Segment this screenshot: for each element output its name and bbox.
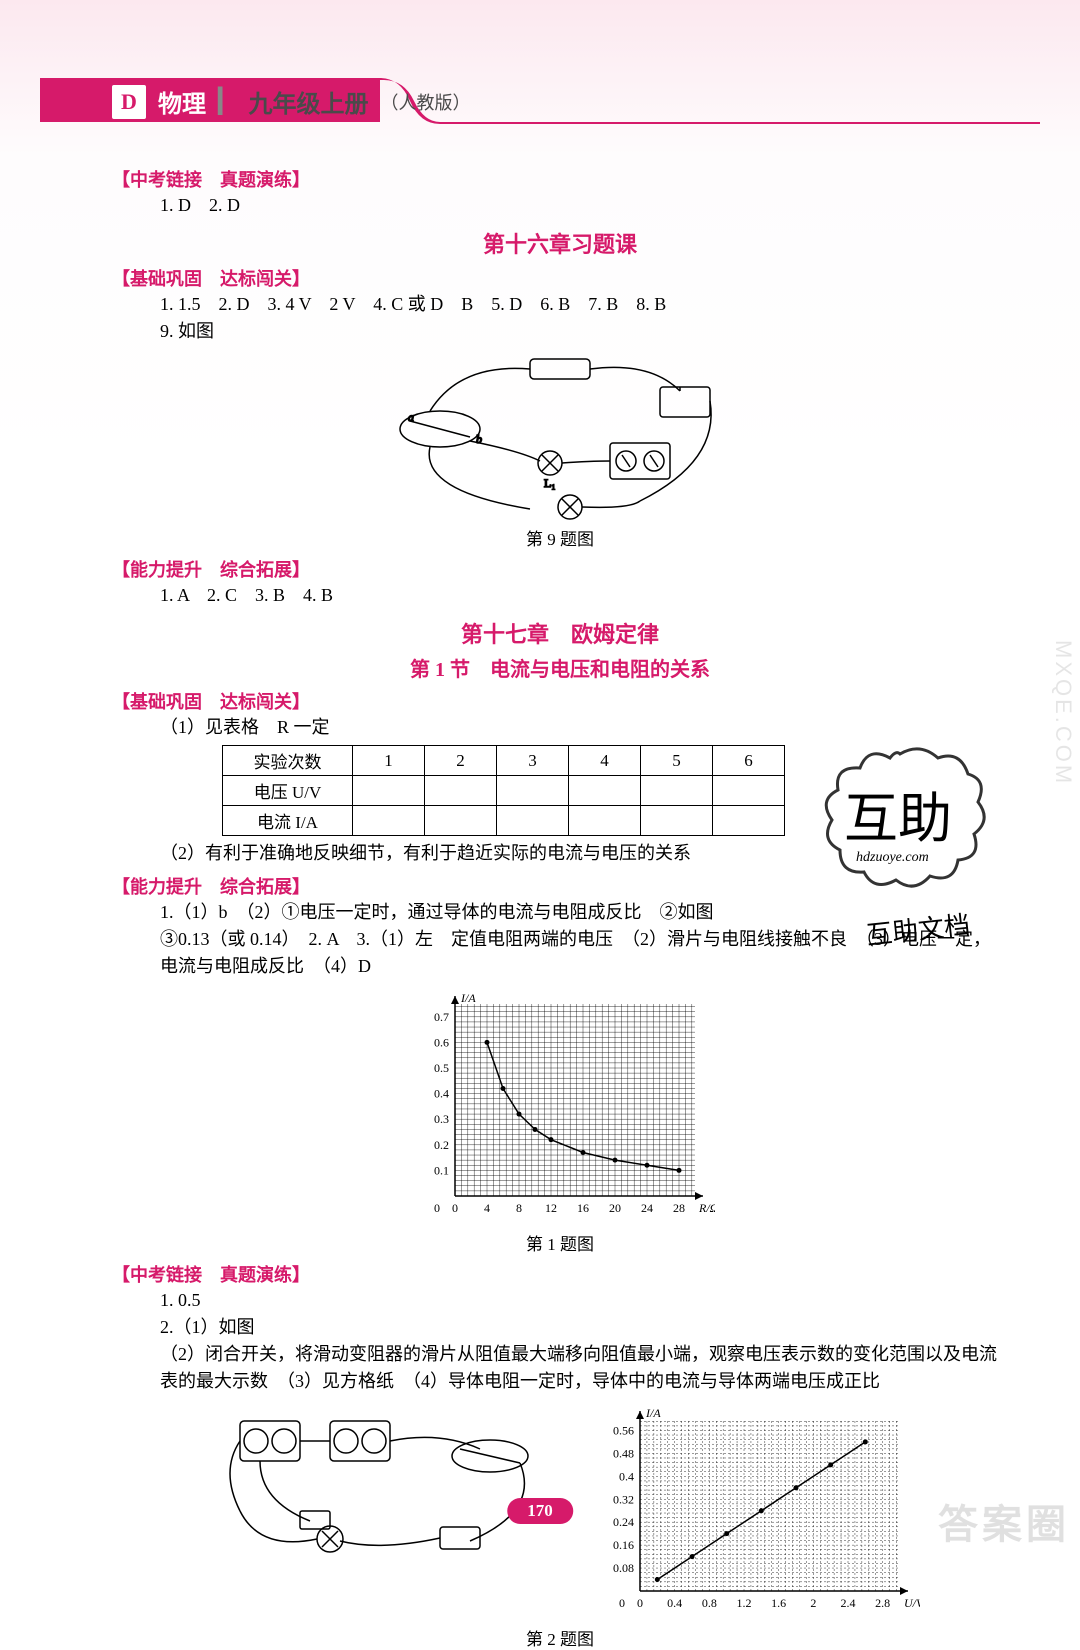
experiment-table: 实验次数 1 2 3 4 5 6 电压 U/V 电流 I/A <box>222 745 785 836</box>
figure-2-caption: 第 2 题图 <box>112 1625 1008 1650</box>
stamp-watermark: 互助 hdzuoye.com <box>810 740 990 900</box>
answers-line: 2.（1）如图 <box>160 1314 1008 1341</box>
svg-text:0.3: 0.3 <box>434 1112 449 1126</box>
answers-line: （1）见表格 R 一定 <box>160 714 1008 741</box>
svg-text:0.7: 0.7 <box>434 1010 449 1024</box>
stamp-text: 互助 <box>844 774 952 853</box>
watermark-side: MXQE.COM <box>1050 640 1076 786</box>
svg-text:1.2: 1.2 <box>737 1596 752 1610</box>
svg-text:0: 0 <box>637 1596 643 1610</box>
table-cell: 3 <box>497 746 569 776</box>
svg-text:R/Ω: R/Ω <box>698 1201 715 1215</box>
svg-text:L₂: L₂ <box>564 520 576 521</box>
answers-line: 9. 如图 <box>160 318 1008 345</box>
table-row-header: 电流 I/A <box>223 806 353 836</box>
section-exam-link-2: 【中考链接 真题演练】 <box>112 1261 1008 1287</box>
header-edition: （人教版） <box>380 89 470 115</box>
answers-line: 1. A 2. C 3. B 4. B <box>160 582 1008 609</box>
svg-text:4: 4 <box>484 1201 490 1215</box>
svg-text:2: 2 <box>810 1596 816 1610</box>
svg-text:2.4: 2.4 <box>841 1596 856 1610</box>
answers-line: 1. D 2. D <box>160 192 1008 219</box>
svg-text:0.5: 0.5 <box>434 1061 449 1075</box>
svg-text:0.6: 0.6 <box>434 1035 449 1049</box>
svg-text:0.1: 0.1 <box>434 1163 449 1177</box>
svg-text:0.8: 0.8 <box>702 1596 717 1610</box>
svg-text:0.48: 0.48 <box>613 1446 634 1460</box>
chapter-17-title: 第十七章 欧姆定律 <box>112 617 1008 649</box>
figure-2-circuit <box>200 1401 560 1581</box>
svg-text:28: 28 <box>673 1201 685 1215</box>
figure-1-caption: 第 1 题图 <box>112 1230 1008 1255</box>
table-cell: 4 <box>569 746 641 776</box>
chapter-16-title: 第十六章习题课 <box>112 227 1008 259</box>
answers-line: （2）闭合开关，将滑动变阻器的滑片从阻值最大端移向阻值最小端，观察电压表示数的变… <box>160 1341 1008 1395</box>
svg-text:U/V: U/V <box>904 1596 920 1610</box>
svg-text:0: 0 <box>619 1596 625 1610</box>
svg-text:1.6: 1.6 <box>771 1596 786 1610</box>
svg-text:0.32: 0.32 <box>613 1492 634 1506</box>
svg-text:0: 0 <box>452 1201 458 1215</box>
header-grade: 九年级上册 <box>248 84 368 119</box>
table-row-header: 实验次数 <box>223 746 353 776</box>
svg-text:0.2: 0.2 <box>434 1138 449 1152</box>
table-cell: 6 <box>713 746 785 776</box>
svg-text:8: 8 <box>516 1201 522 1215</box>
svg-text:a: a <box>408 410 414 424</box>
section-basic-1: 【基础巩固 达标闯关】 <box>112 265 1008 291</box>
figure-2-chart: 0 0.4 0.8 1.2 1.6 2 2.4 2.8 0.08 0.16 0.24 0.32 0.4 0… <box>590 1401 920 1621</box>
section-ability-1: 【能力提升 综合拓展】 <box>112 556 1008 582</box>
answers-line: 1. 1.5 2. D 3. 4 V 2 V 4. C 或 D B 5. D 6… <box>160 291 1008 318</box>
content: 【中考链接 真题演练】 1. D 2. D 第十六章习题课 【基础巩固 达标闯关… <box>112 160 1008 1650</box>
svg-text:L₁: L₁ <box>544 476 556 490</box>
chapter-17-section-1: 第 1 节 电流与电压和电阻的关系 <box>112 653 1008 682</box>
svg-text:0.4: 0.4 <box>619 1469 634 1483</box>
table-row-header: 电压 U/V <box>223 776 353 806</box>
svg-text:0.08: 0.08 <box>613 1561 634 1575</box>
table-cell: 5 <box>641 746 713 776</box>
svg-text:2.8: 2.8 <box>875 1596 890 1610</box>
svg-text:16: 16 <box>577 1201 589 1215</box>
basic1-l1: 1. 1.5 2. D 3. 4 V 2 V 4. C 或 D B 5. D 6… <box>160 294 666 314</box>
header-divider: ▎ <box>218 87 236 116</box>
table-cell: 2 <box>425 746 497 776</box>
figure-9-caption: 第 9 题图 <box>112 525 1008 550</box>
page-number: 170 <box>507 1498 573 1524</box>
svg-text:0.24: 0.24 <box>613 1515 634 1529</box>
section-exam-link: 【中考链接 真题演练】 <box>112 166 1008 192</box>
figure-9-circuit: a b L₁ L₂ <box>390 351 730 521</box>
stamp-url: hdzuoye.com <box>856 850 929 866</box>
header-banner: D 物理 ▎ 九年级上册 （人教版） <box>40 78 1040 124</box>
svg-text:0: 0 <box>434 1201 440 1215</box>
svg-text:0.4: 0.4 <box>667 1596 682 1610</box>
svg-text:0.4: 0.4 <box>434 1087 449 1101</box>
watermark-bottom-right: 答案圈 <box>938 1492 1070 1550</box>
header-letter: D <box>112 85 146 119</box>
svg-text:24: 24 <box>641 1201 653 1215</box>
answers-line: 1. 0.5 <box>160 1287 1008 1314</box>
svg-text:I/A: I/A <box>645 1406 661 1420</box>
svg-text:20: 20 <box>609 1201 621 1215</box>
svg-text:I/A: I/A <box>460 991 476 1005</box>
svg-text:12: 12 <box>545 1201 557 1215</box>
svg-text:0.56: 0.56 <box>613 1423 634 1437</box>
figure-1-chart: 0 4 8 12 16 20 24 28 0.1 0.2 0.3 0.4 0.5 0.6 0.7 0 R/Ω I/… <box>405 986 715 1226</box>
svg-text:0.16: 0.16 <box>613 1538 634 1552</box>
section-basic-2: 【基础巩固 达标闯关】 <box>112 688 1008 714</box>
header-text: D 物理 ▎ 九年级上册 （人教版） <box>112 84 470 119</box>
header-subject: 物理 <box>158 84 206 119</box>
table-cell: 1 <box>353 746 425 776</box>
